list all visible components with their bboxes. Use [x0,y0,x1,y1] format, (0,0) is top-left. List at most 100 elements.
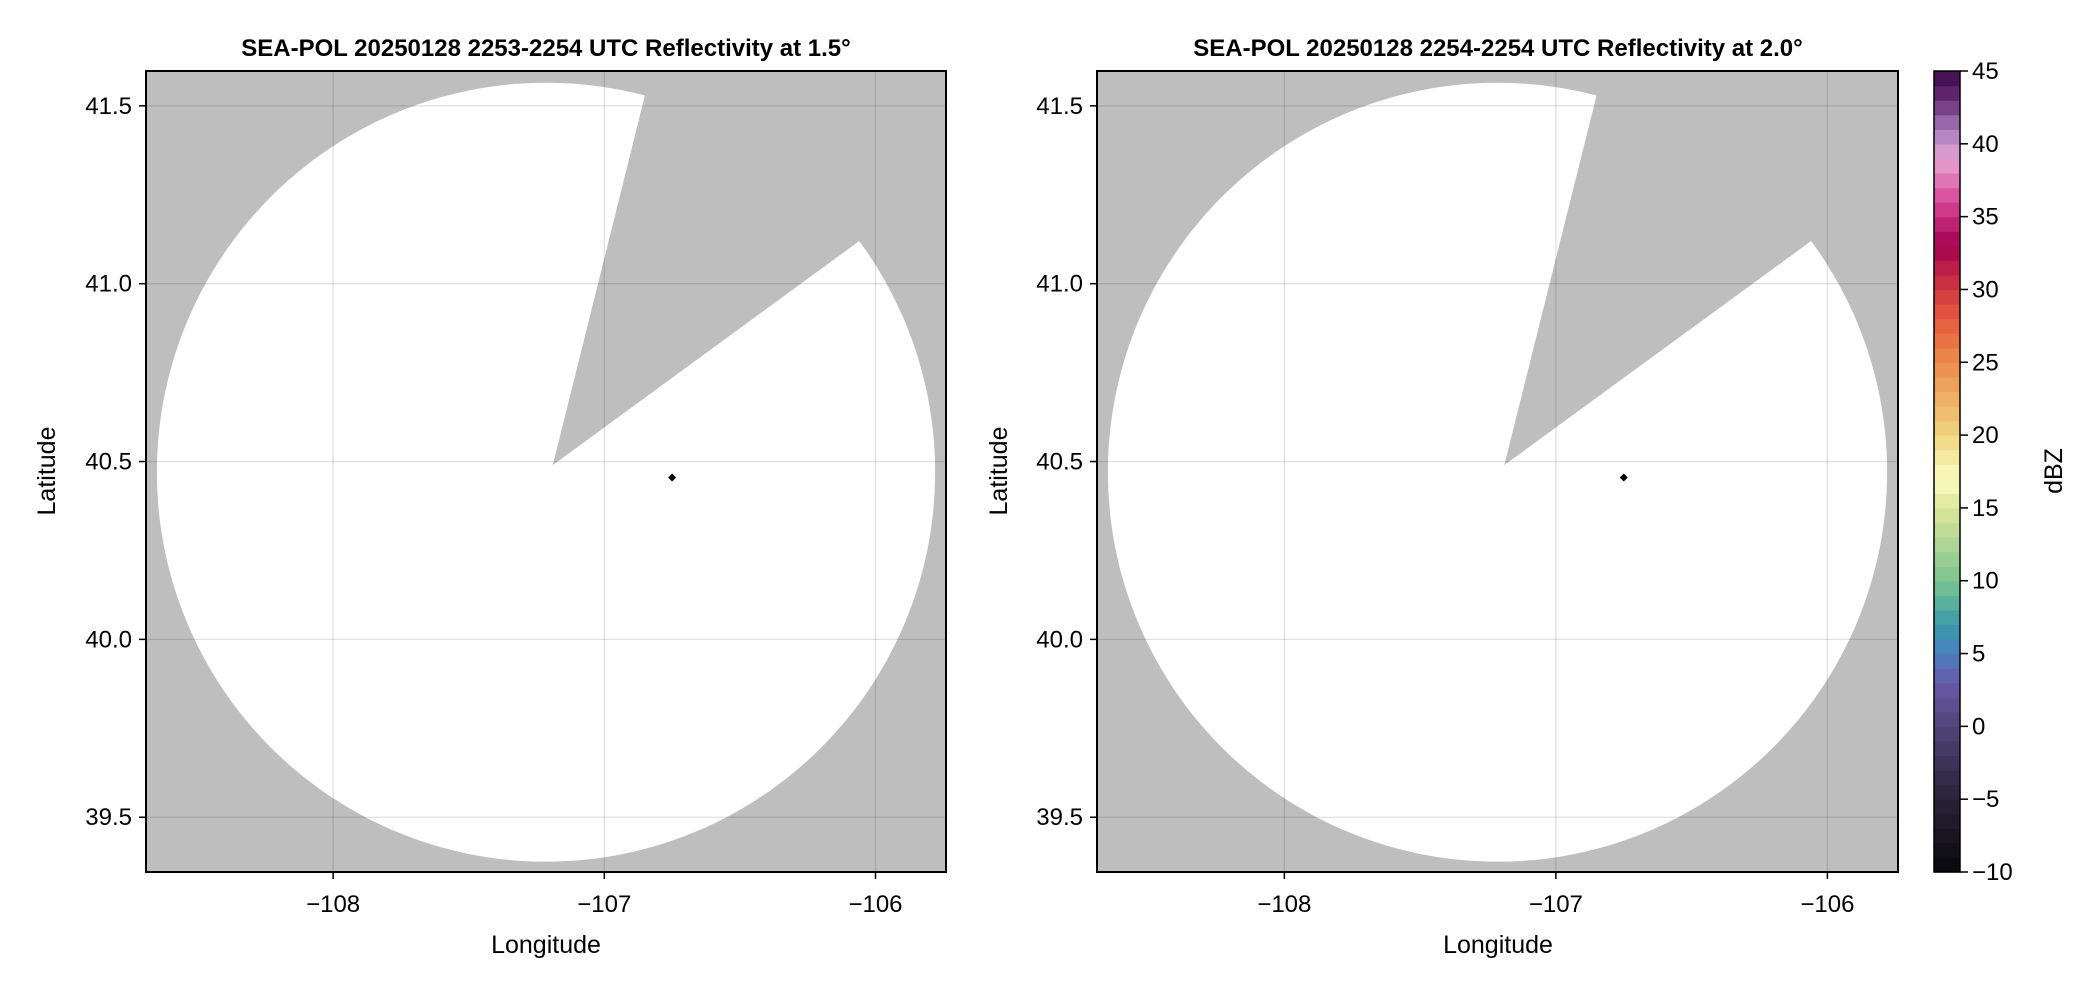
colorbar-segment [1934,435,1960,451]
colorbar-tick-label: 45 [1972,58,1999,85]
colorbar-segment [1934,245,1960,261]
colorbar-segment [1934,624,1960,640]
colorbar-tick-label: 0 [1972,713,1985,740]
colorbar-segment [1934,318,1960,334]
colorbar-segment [1934,522,1960,538]
colorbar-segment [1934,828,1960,844]
colorbar-tick-label: 5 [1972,641,1985,668]
colorbar-segment [1934,799,1960,815]
colorbar-segment [1934,784,1960,800]
plot-area [1097,71,1898,872]
colorbar-segment [1934,755,1960,771]
colorbar-segment [1934,682,1960,698]
x-tick-label: −108 [1257,891,1311,918]
y-tick-label: 41.5 [1036,93,1083,120]
colorbar-segment [1934,638,1960,655]
y-tick-label: 40.5 [85,449,132,476]
colorbar-segment [1934,71,1960,87]
plot-area [146,71,946,872]
colorbar-segment [1934,493,1960,509]
colorbar-segment [1934,391,1960,407]
y-tick-label: 39.5 [1036,804,1083,831]
colorbar-segment [1934,274,1960,291]
colorbar-tick-label: 20 [1972,422,1999,449]
colorbar-segment [1934,216,1960,232]
blocked-sector [1504,71,1898,466]
colorbar-segment [1934,100,1960,116]
colorbar-segment [1934,231,1960,247]
x-tick-label: −108 [306,891,360,918]
x-tick-label: −107 [1529,891,1583,918]
panel-title: SEA-POL 20250128 2254-2254 UTC Reflectiv… [1193,35,1802,62]
y-axis-label: Latitude [33,427,61,516]
x-tick-label: −106 [1800,891,1854,918]
y-tick-label: 40.5 [1036,449,1083,476]
colorbar-segment [1934,333,1960,349]
y-tick-label: 40.0 [85,626,132,653]
y-tick-label: 41.0 [1036,271,1083,298]
x-axis-label: Longitude [1443,931,1553,959]
colorbar-segment [1934,507,1960,524]
colorbar-segment [1934,420,1960,436]
colorbar-segment [1934,202,1960,218]
radar-site-marker [668,473,677,482]
colorbar: dBZ −10 −5 0 5 10 15 20 25 30 35 40 45 [1933,58,2068,886]
colorbar-segment [1934,114,1960,130]
colorbar-tick-label: 40 [1972,131,1999,158]
colorbar-tick-label: 35 [1972,204,1999,231]
colorbar-segment [1934,187,1960,203]
x-tick-label: −107 [577,891,631,918]
colorbar-segment [1934,726,1960,742]
y-tick-label: 40.0 [1036,626,1083,653]
colorbar-segment [1934,129,1960,145]
panel-left: SEA-POL 20250128 2253-2254 UTC Reflectiv… [33,35,947,959]
colorbar-tick-label: −10 [1972,859,2013,886]
axes-frame [1096,70,1899,873]
colorbar-tick-label: 10 [1972,568,1999,595]
colorbar-segment [1934,580,1960,596]
y-axis-label: Latitude [985,427,1013,516]
colorbar-segment [1934,172,1960,189]
x-axis-label: Longitude [491,931,601,959]
axes-frame [145,70,947,873]
colorbar-segment [1934,595,1960,611]
colorbar-frame [1933,70,1961,873]
colorbar-segment [1934,478,1960,494]
colorbar-segment [1934,813,1960,829]
colorbar-segment [1934,304,1960,320]
x-tick-label: −106 [848,891,902,918]
colorbar-label: dBZ [2040,448,2068,494]
colorbar-segment [1934,405,1960,422]
radar-site-marker [1619,473,1628,482]
colorbar-segment [1934,770,1960,786]
colorbar-segment [1934,362,1960,378]
colorbar-segment [1934,143,1960,159]
colorbar-segment [1934,376,1960,392]
colorbar-segment [1934,289,1960,305]
y-tick-label: 39.5 [85,804,132,831]
colorbar-segment [1934,566,1960,582]
colorbar-tick-label: 15 [1972,495,1999,522]
colorbar-segment [1934,609,1960,626]
colorbar-segment [1934,537,1960,553]
colorbar-tick-label: 25 [1972,349,1999,376]
colorbar-segment [1934,158,1960,174]
colorbar-segment [1934,711,1960,727]
panel-title: SEA-POL 20250128 2253-2254 UTC Reflectiv… [241,35,850,62]
colorbar-segment [1934,842,1960,859]
colorbar-segment [1934,85,1960,101]
y-tick-label: 41.0 [85,271,132,298]
colorbar-segment [1934,449,1960,465]
colorbar-segment [1934,857,1960,873]
colorbar-segment [1934,464,1960,480]
colorbar-segment [1934,668,1960,684]
colorbar-segment [1934,653,1960,669]
colorbar-segment [1934,347,1960,363]
colorbar-segment [1934,740,1960,757]
panel-right: SEA-POL 20250128 2254-2254 UTC Reflectiv… [985,35,1899,959]
colorbar-tick-label: 30 [1972,276,1999,303]
blocked-sector [552,71,946,466]
colorbar-tick-label: −5 [1972,786,1999,813]
colorbar-segment [1934,551,1960,567]
